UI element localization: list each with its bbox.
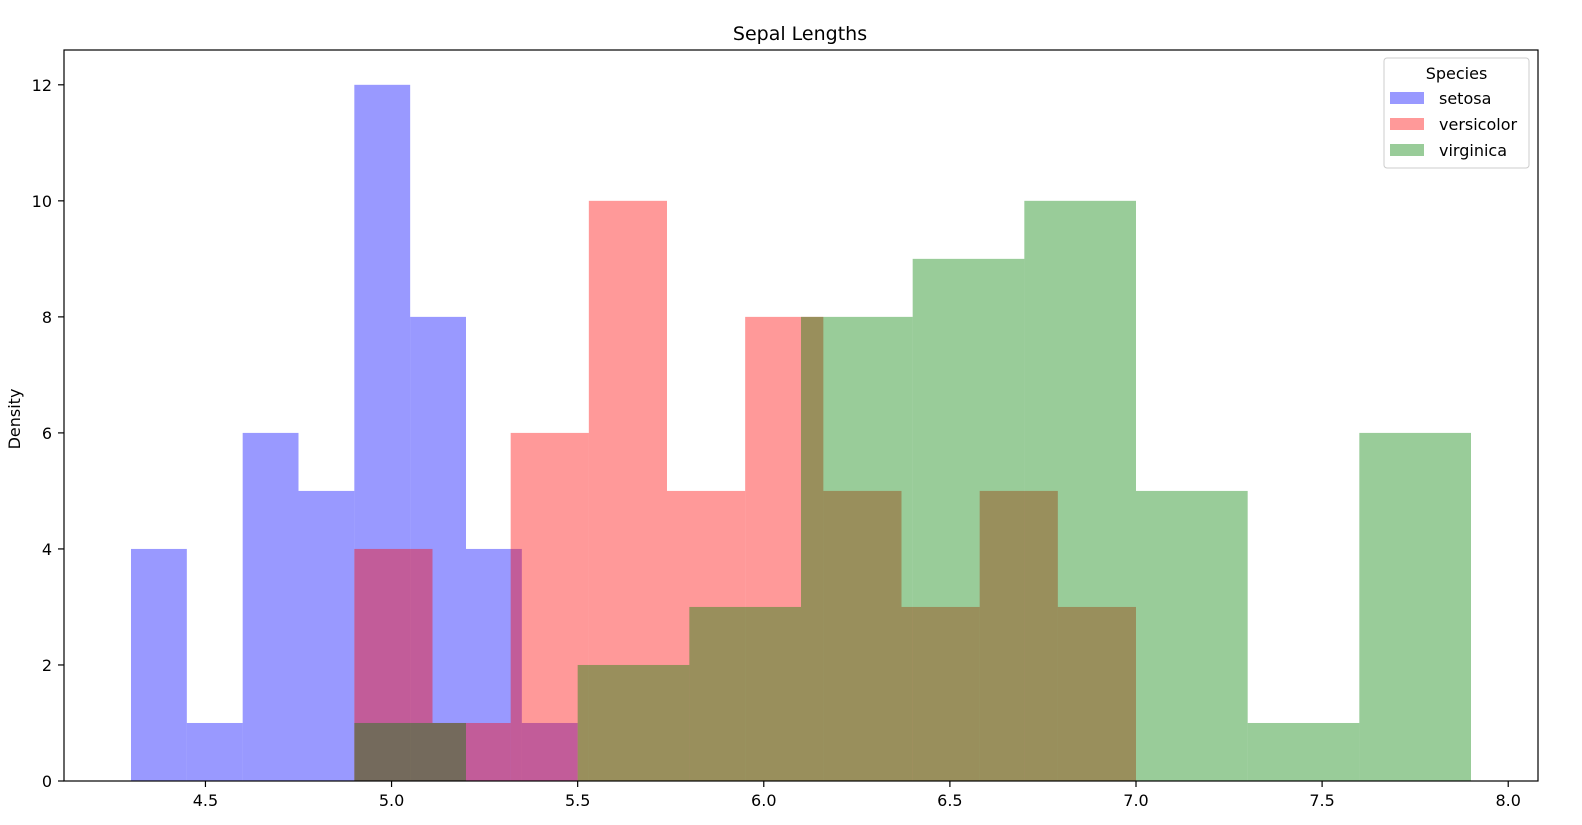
- bar-setosa-0: [131, 548, 187, 781]
- bar-virginica-4: [801, 316, 913, 781]
- y-tick-label: 8: [42, 308, 52, 327]
- y-tick-label: 0: [42, 772, 52, 791]
- bar-versicolor-4: [667, 490, 746, 781]
- bar-virginica-3: [689, 606, 801, 781]
- legend-label-virginica: virginica: [1439, 141, 1507, 160]
- bar-virginica-2: [577, 664, 690, 781]
- bars-layer: [131, 84, 1471, 782]
- y-tick-label: 4: [42, 540, 52, 559]
- bar-virginica-8: [1247, 722, 1360, 781]
- bar-setosa-7: [521, 722, 578, 781]
- bar-setosa-6: [466, 548, 522, 781]
- bar-setosa-5: [410, 316, 466, 781]
- series-setosa: [131, 84, 578, 781]
- bar-versicolor-1: [432, 722, 511, 781]
- axes-layer: 4.5 5.0 5.5 6.0 6.5 7.0 7.5 8.0 0 2 4 6 8 10 12: [32, 49, 1539, 810]
- legend-title: Species: [1426, 64, 1488, 83]
- legend-swatch-setosa: [1390, 92, 1424, 104]
- bar-versicolor-2: [510, 432, 589, 781]
- bar-versicolor-3: [588, 200, 667, 782]
- series-virginica: [354, 200, 1471, 782]
- bar-setosa-1: [186, 722, 243, 781]
- series-versicolor: [354, 200, 1136, 782]
- x-tick-label: 6.0: [751, 791, 776, 810]
- y-tick-label: 2: [42, 656, 52, 675]
- legend-swatch-versicolor: [1390, 118, 1424, 130]
- legend: Species setosa versicolor virginica: [1383, 57, 1530, 169]
- bar-virginica-7: [1136, 490, 1248, 781]
- y-tick-label: 12: [32, 76, 52, 95]
- bar-setosa-4: [354, 84, 411, 781]
- plot-frame: [63, 49, 1539, 782]
- bar-versicolor-9: [1057, 606, 1136, 781]
- bar-virginica-9: [1359, 432, 1471, 781]
- x-axis: 4.5 5.0 5.5 6.0 6.5 7.0 7.5 8.0: [193, 781, 1521, 810]
- x-tick-label: 7.0: [1123, 791, 1148, 810]
- y-tick-label: 6: [42, 424, 52, 443]
- bar-versicolor-8: [979, 490, 1058, 781]
- bar-versicolor-6: [823, 490, 902, 781]
- x-tick-label: 4.5: [193, 791, 218, 810]
- legend-box: [1383, 57, 1530, 169]
- x-tick-label: 7.5: [1309, 791, 1334, 810]
- x-tick-label: 5.0: [379, 791, 404, 810]
- bar-versicolor-5: [745, 316, 824, 781]
- x-tick-label: 5.5: [565, 791, 590, 810]
- bar-setosa-2: [242, 432, 299, 781]
- legend-swatch-virginica: [1390, 144, 1424, 156]
- y-tick-label: 10: [32, 192, 52, 211]
- bar-versicolor-7: [901, 606, 980, 781]
- bar-virginica-5: [912, 258, 1025, 781]
- chart-title: Sepal Lengths: [733, 23, 867, 45]
- y-axis-label: Density: [5, 389, 24, 450]
- y-axis: 0 2 4 6 8 10 12: [32, 76, 64, 791]
- x-tick-label: 8.0: [1495, 791, 1520, 810]
- legend-label-versicolor: versicolor: [1439, 115, 1517, 134]
- x-tick-label: 6.5: [937, 791, 962, 810]
- legend-label-setosa: setosa: [1439, 89, 1491, 108]
- bar-setosa-3: [298, 490, 355, 781]
- bar-virginica-0: [354, 722, 466, 781]
- bar-virginica-6: [1024, 200, 1136, 782]
- bar-versicolor-0: [354, 548, 433, 781]
